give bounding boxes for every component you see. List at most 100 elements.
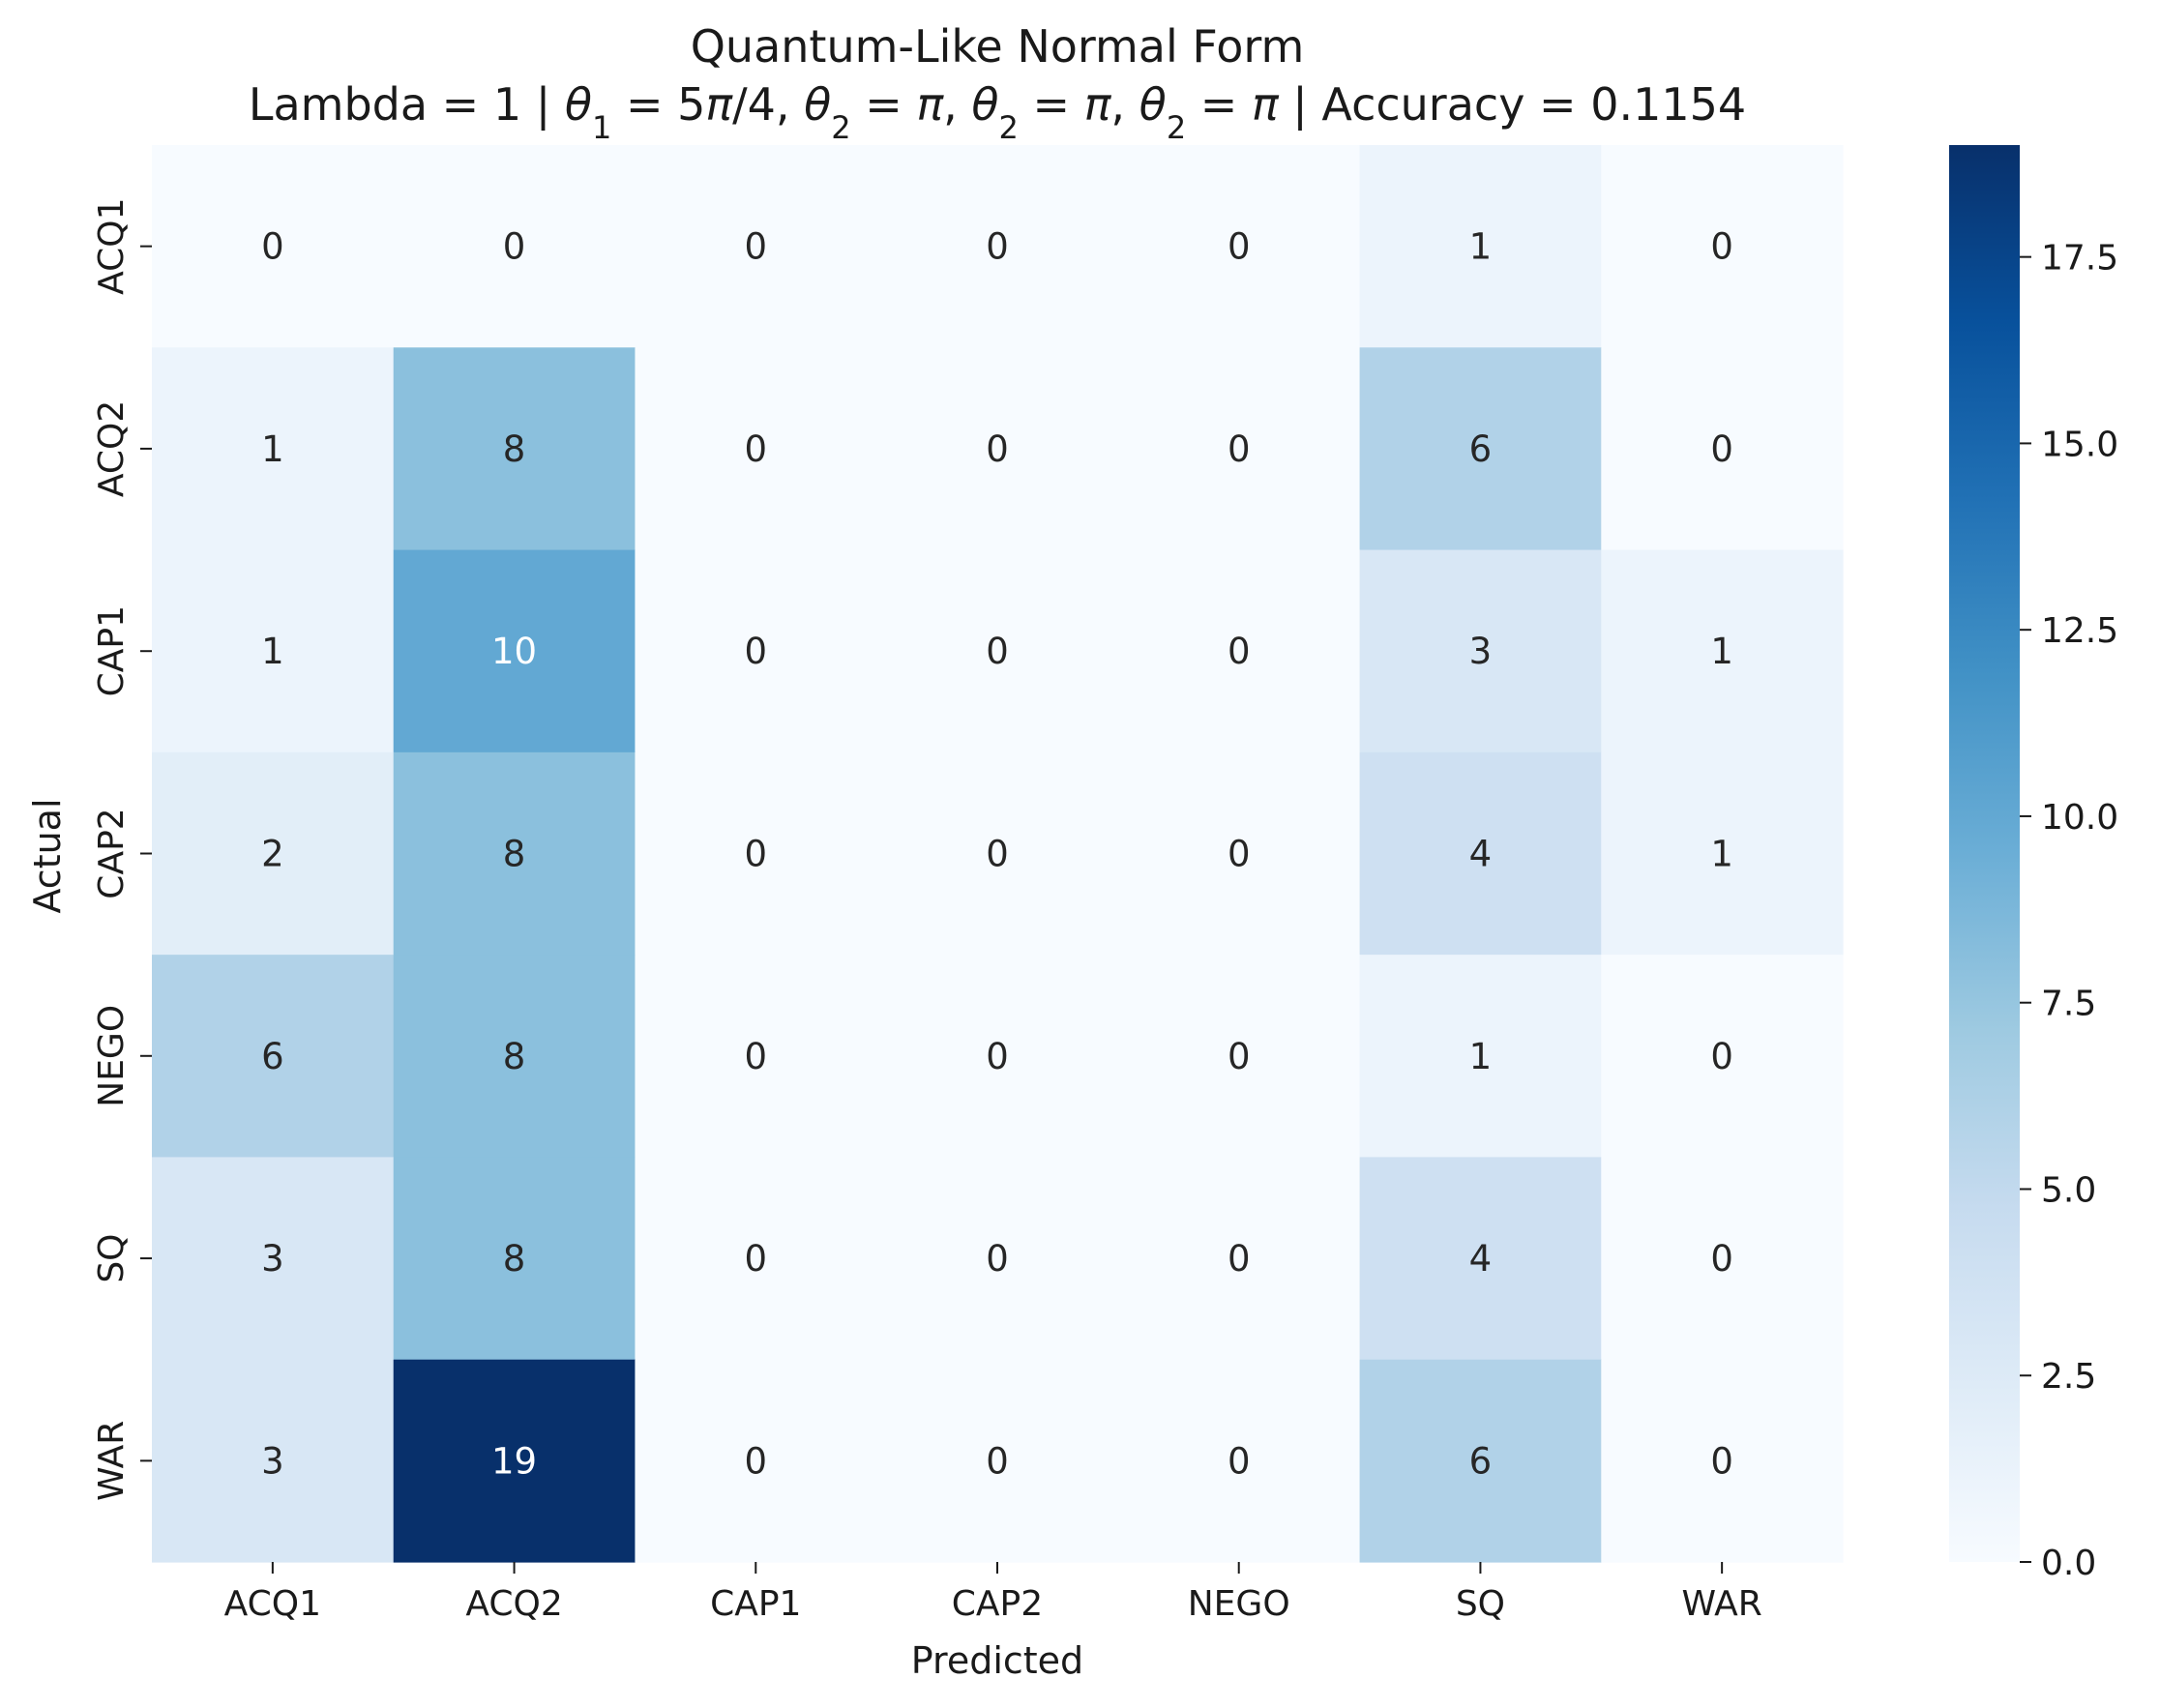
cell-value-label: 0	[986, 226, 1009, 268]
cell-value-label: 6	[1469, 1440, 1493, 1482]
cell-value-label: 8	[503, 834, 526, 875]
heatmap-cell-acq2-cap2	[876, 347, 1119, 551]
heatmap-cell-acq2-acq1	[152, 347, 395, 551]
x-tick-label-cap1: CAP1	[710, 1584, 801, 1624]
y-axis-ticks: ACQ1 ACQ2 CAP1 CAP2 NEGO SQ WAR	[92, 197, 152, 1501]
colorbar-tick-label: 2.5	[2041, 1357, 2096, 1397]
heatmap-cell-acq1-cap2	[876, 145, 1119, 348]
cell-value-label: 0	[745, 226, 768, 268]
x-tick-label-acq1: ACQ1	[224, 1584, 321, 1624]
heatmap-cell-war-cap2	[876, 1359, 1119, 1563]
y-tick-label-acq2: ACQ2	[92, 400, 132, 497]
heatmap-cell-sq-war	[1601, 1157, 1844, 1361]
chart-title: Quantum-Like Normal Form	[691, 20, 1305, 73]
heatmap-cell-war-war	[1601, 1359, 1844, 1563]
y-tick-label-war: WAR	[92, 1421, 132, 1501]
heatmap-cell-war-acq1	[152, 1359, 395, 1563]
cell-value-label: 3	[1469, 631, 1493, 672]
heatmap-cell-acq2-cap1	[635, 347, 877, 551]
heatmap-cell-cap2-war	[1601, 751, 1844, 956]
heatmap-cell-acq1-acq1	[152, 145, 395, 348]
chart-subtitle: Lambda = 1 | θ1 = 5π/4, θ2 = π, θ2 = π, …	[249, 78, 1746, 146]
heatmap-cell-cap1-cap2	[876, 549, 1119, 753]
heatmap-cell-acq1-cap1	[635, 145, 877, 348]
heatmap-cell-cap1-war	[1601, 549, 1844, 753]
heatmap-cell-nego-acq2	[393, 955, 636, 1159]
cell-value-label: 1	[1710, 834, 1733, 875]
colorbar-tick-label: 5.0	[2041, 1170, 2096, 1210]
heatmap-cell-sq-sq	[1359, 1157, 1602, 1361]
cell-value-label: 1	[261, 428, 284, 470]
cell-value-label: 6	[261, 1036, 284, 1077]
cell-value-label: 0	[745, 834, 768, 875]
y-axis-label: Actual	[26, 798, 69, 913]
cell-value-label: 0	[745, 428, 768, 470]
cell-value-label: 0	[1710, 428, 1733, 470]
cell-value-label: 0	[986, 631, 1009, 672]
heatmap-cell-cap1-acq1	[152, 549, 395, 753]
cell-value-label: 0	[1710, 1036, 1733, 1077]
heatmap-cell-acq2-acq2	[393, 347, 636, 551]
cell-value-label: 0	[986, 428, 1009, 470]
cell-value-label: 6	[1469, 428, 1493, 470]
heatmap-cell-sq-acq1	[152, 1157, 395, 1361]
cell-value-label: 10	[491, 631, 537, 672]
heatmap-cell-cap1-acq2	[393, 549, 636, 753]
cell-value-label: 0	[986, 1238, 1009, 1280]
heatmap-cell-war-acq2	[393, 1359, 636, 1563]
cell-value-label: 4	[1469, 834, 1493, 875]
heatmap-cell-acq2-war	[1601, 347, 1844, 551]
colorbar-ticks: 0.0 2.5 5.0 7.5 10.0 12.5 15.0 17.5	[2020, 239, 2118, 1583]
y-tick-label-cap2: CAP2	[92, 808, 132, 898]
x-tick-label-war: WAR	[1682, 1584, 1762, 1624]
heatmap-cell-acq2-sq	[1359, 347, 1602, 551]
cell-value-label: 0	[745, 1238, 768, 1280]
heatmap-cell-cap1-sq	[1359, 549, 1602, 753]
heatmap-cell-nego-cap1	[635, 955, 877, 1159]
cell-value-label: 0	[1228, 226, 1251, 268]
heatmap-cell-acq1-nego	[1117, 145, 1361, 348]
cell-value-label: 8	[503, 1238, 526, 1280]
cell-value-label: 0	[1710, 226, 1733, 268]
heatmap-cell-sq-acq2	[393, 1157, 636, 1361]
heatmap-cell-acq1-acq2	[393, 145, 636, 348]
cell-value-label: 1	[1710, 631, 1733, 672]
heatmap-cell-cap1-cap1	[635, 549, 877, 753]
y-tick-label-nego: NEGO	[92, 1005, 132, 1107]
cell-value-label: 0	[1228, 834, 1251, 875]
cell-value-label: 0	[986, 1440, 1009, 1482]
cell-value-label: 0	[1228, 1440, 1251, 1482]
cell-value-label: 4	[1469, 1238, 1493, 1280]
heatmap-cell-nego-cap2	[876, 955, 1119, 1159]
cell-value-label: 0	[745, 1036, 768, 1077]
cell-value-label: 8	[503, 1036, 526, 1077]
x-tick-label-sq: SQ	[1456, 1584, 1505, 1624]
colorbar-tick-label: 17.5	[2041, 239, 2118, 279]
heatmap-cell-cap2-acq2	[393, 751, 636, 956]
heatmap-cells	[152, 145, 1844, 1563]
heatmap-cell-cap1-nego	[1117, 549, 1361, 753]
heatmap-cell-cap2-cap1	[635, 751, 877, 956]
heatmap-cell-nego-sq	[1359, 955, 1602, 1159]
colorbar-tick-label: 7.5	[2041, 985, 2096, 1024]
y-tick-label-acq1: ACQ1	[92, 197, 132, 294]
cell-value-label: 8	[503, 428, 526, 470]
x-tick-label-cap2: CAP2	[952, 1584, 1043, 1624]
cell-value-label: 1	[261, 631, 284, 672]
cell-value-label: 0	[1710, 1238, 1733, 1280]
heatmap-cell-war-nego	[1117, 1359, 1361, 1563]
heatmap-cell-nego-war	[1601, 955, 1844, 1159]
y-tick-label-cap1: CAP1	[92, 605, 132, 696]
cell-value-label: 0	[986, 1036, 1009, 1077]
cell-value-label: 0	[986, 834, 1009, 875]
cell-value-label: 0	[745, 1440, 768, 1482]
cell-value-label: 1	[1469, 226, 1493, 268]
x-tick-label-nego: NEGO	[1188, 1584, 1290, 1624]
cell-value-label: 1	[1469, 1036, 1493, 1077]
heatmap-cell-war-sq	[1359, 1359, 1602, 1563]
colorbar-tick-label: 12.5	[2041, 611, 2118, 651]
cell-value-label: 0	[261, 226, 284, 268]
x-axis-label: Predicted	[911, 1639, 1083, 1682]
heatmap-cell-cap2-cap2	[876, 751, 1119, 956]
